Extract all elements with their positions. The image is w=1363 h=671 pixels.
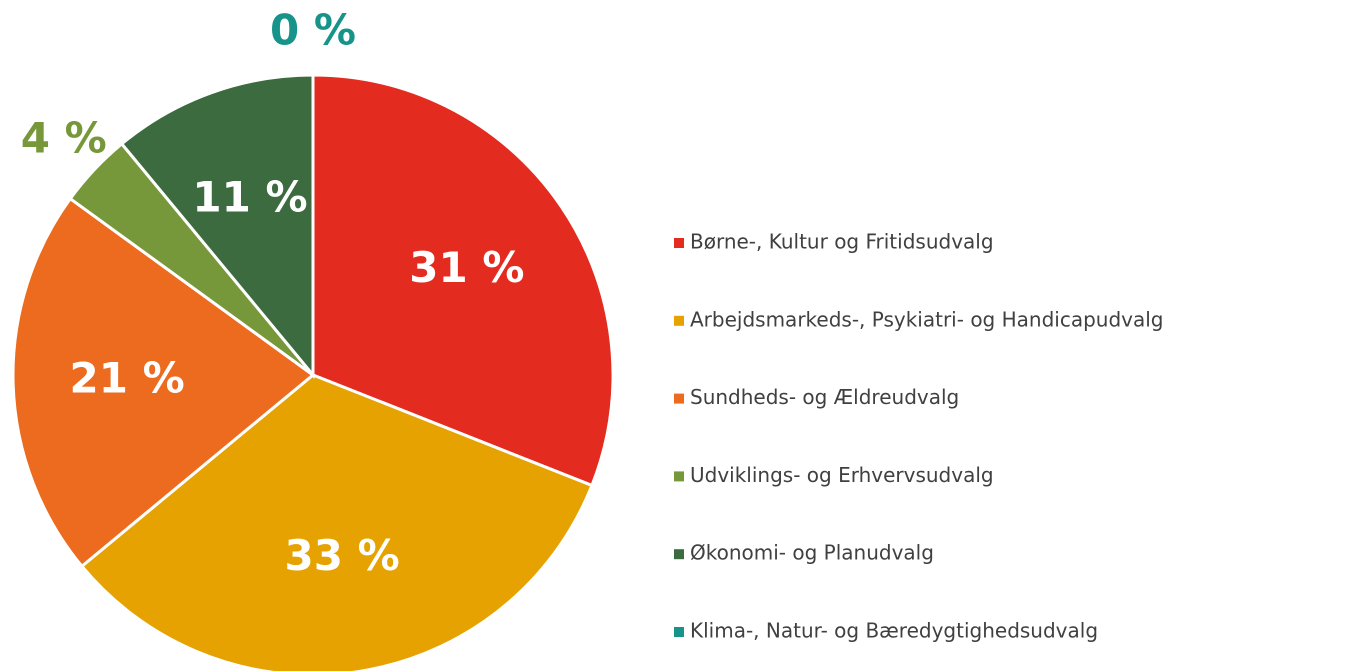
legend-swatch: [674, 238, 684, 248]
data-label: 21 %: [70, 353, 185, 402]
legend-swatch: [674, 393, 684, 404]
legend-swatch: [674, 471, 684, 482]
legend-label: Økonomi- og Planudvalg: [690, 541, 934, 565]
data-label: 31 %: [409, 243, 524, 292]
legend-label: Udviklings- og Erhvervsudvalg: [690, 463, 994, 487]
legend-label: Børne-, Kultur og Fritidsudvalg: [690, 230, 994, 254]
legend-label: Arbejdsmarkeds-, Psykiatri- og Handicapu…: [690, 307, 1164, 331]
legend-swatch: [674, 627, 684, 637]
pie-slice: [11, 196, 316, 569]
legend-swatch: [674, 549, 684, 560]
legend-swatch: [674, 315, 684, 326]
pie-slice: [119, 73, 315, 380]
legend-label: Klima-, Natur- og Bæredygtighedsudvalg: [690, 619, 1098, 643]
pie-slice: [79, 373, 594, 671]
data-label: 11 %: [192, 172, 307, 221]
data-label: 4 %: [21, 113, 107, 162]
pie-slice: [311, 73, 615, 488]
data-label: 33 %: [285, 531, 400, 580]
legend-label: Sundheds- og Ældreudvalg: [690, 385, 959, 409]
data-label: 0 %: [270, 6, 356, 55]
